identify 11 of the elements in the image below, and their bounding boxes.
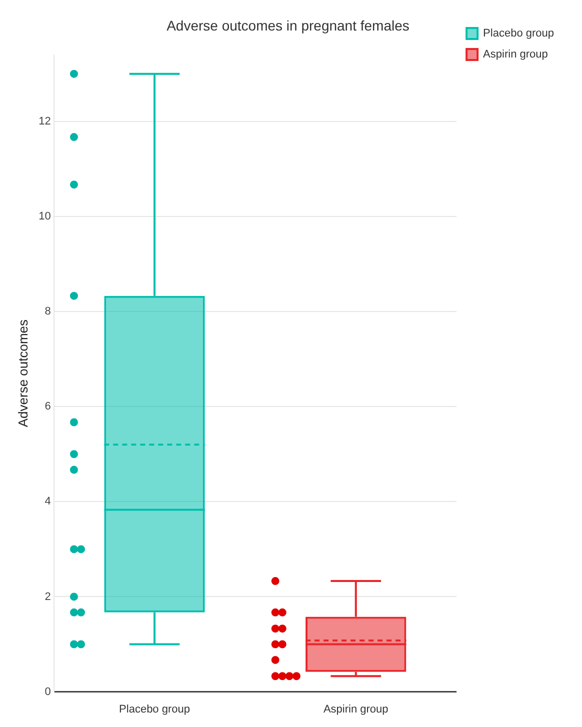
y-tick-label: 12 — [38, 115, 51, 128]
y-tick-label: 4 — [44, 496, 51, 508]
y-tick-label: 8 — [44, 306, 51, 318]
y-tick-label: 10 — [38, 210, 51, 222]
y-axis-title: Adverse outcomes — [15, 318, 30, 428]
y-tick-label: 0 — [44, 686, 51, 698]
chart-title: Adverse outcomes in pregnant females — [166, 17, 410, 34]
legend-label: Aspirin group — [483, 48, 548, 61]
legend-label: Placebo group — [483, 28, 554, 40]
y-tick-label: 2 — [44, 590, 51, 603]
y-tick-label: 6 — [44, 400, 51, 413]
